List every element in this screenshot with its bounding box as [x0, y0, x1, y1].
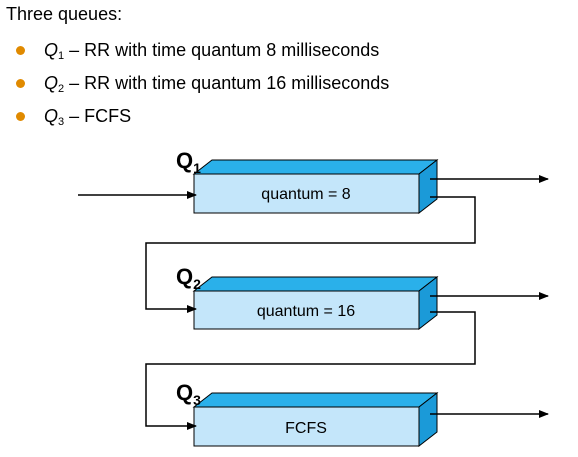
demote-arrow-q2-q3 — [145, 311, 476, 430]
queue-box-q2: quantum = 16 — [192, 275, 439, 331]
queue-label-sub: 1 — [193, 160, 201, 176]
bullet-queue-name: Q — [44, 106, 59, 126]
queue-box-q1: quantum = 8 — [192, 158, 439, 215]
queue-box-label: FCFS — [285, 420, 327, 437]
queue-label-letter: Q — [176, 380, 193, 405]
queue-label-q3: Q3 — [176, 380, 201, 408]
bullet-queue-name: Q — [44, 73, 59, 93]
queue-label-letter: Q — [176, 148, 193, 173]
bullet-queue-sub: 2 — [58, 83, 65, 95]
queue-label-sub: 3 — [193, 392, 201, 408]
slide-heading: Three queues: — [6, 4, 123, 24]
demote-arrow-q1-q2 — [145, 196, 476, 313]
bullet-dot-icon — [16, 112, 25, 121]
queue-box-q3: FCFS — [192, 391, 439, 448]
queue-label-q2: Q2 — [176, 264, 201, 292]
queue-box-label: quantum = 8 — [261, 186, 351, 203]
bullet-text: – RR with time quantum 8 milliseconds — [64, 40, 380, 60]
bullet-dot-icon — [16, 79, 25, 88]
bullet-text: – FCFS — [64, 106, 132, 126]
queue-label-sub: 2 — [193, 276, 201, 292]
queue-label-q1: Q1 — [176, 148, 201, 176]
bullet-text: – RR with time quantum 16 milliseconds — [64, 73, 390, 93]
bullet-dot-icon — [16, 46, 25, 55]
bullet-queue-sub: 1 — [58, 50, 65, 62]
bullet-queue-sub: 3 — [58, 116, 65, 128]
queue-box-label: quantum = 16 — [257, 303, 355, 320]
bullet-queue-name: Q — [44, 40, 59, 60]
queue-label-letter: Q — [176, 264, 193, 289]
